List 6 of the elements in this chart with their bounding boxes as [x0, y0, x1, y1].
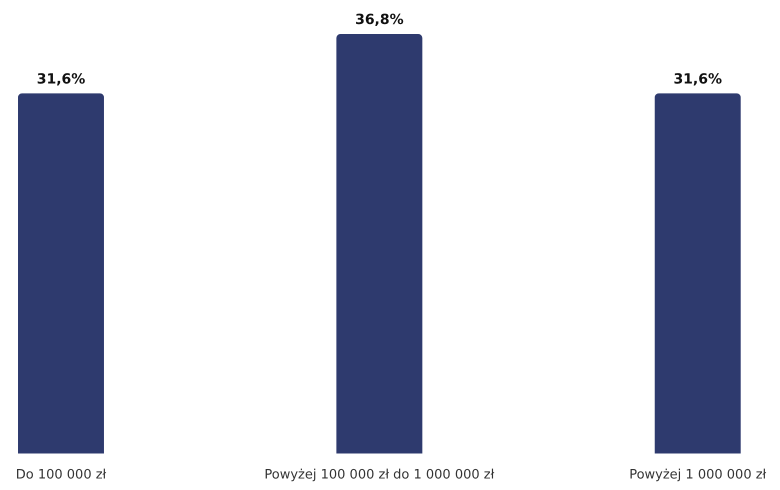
- data-label: 31,6%: [673, 71, 722, 88]
- data-label: 31,6%: [36, 71, 86, 88]
- x-tick-label: Powyżej 100 000 zł do 1 000 000 zł: [264, 468, 495, 482]
- x-tick-label: Do 100 000 zł: [16, 468, 107, 482]
- x-tick-label: Powyżej 1 000 000 zł: [629, 468, 767, 482]
- data-label: 36,8%: [355, 12, 404, 28]
